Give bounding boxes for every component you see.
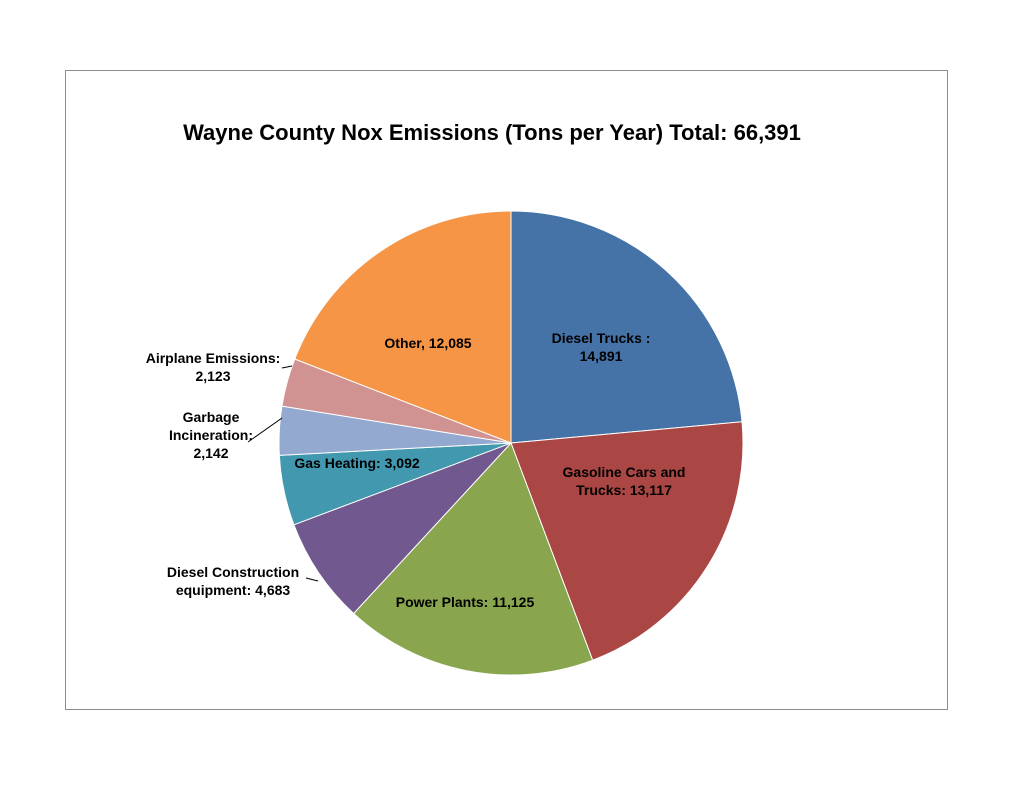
leader-line [281, 365, 293, 369]
slice-label: Garbage Incineration: 2,142 [169, 409, 253, 461]
pie-slice [293, 442, 512, 615]
slice-label: Gasoline Cars and Trucks: 13,117 [563, 464, 686, 498]
chart-title: Wayne County Nox Emissions (Tons per Yea… [183, 120, 801, 145]
leader-line [305, 577, 319, 582]
leader-line [247, 417, 283, 443]
slice-label: Gas Heating: 3,092 [294, 455, 419, 471]
pie-slice [294, 210, 512, 444]
slice-label: Diesel Construction equipment: 4,683 [167, 564, 299, 598]
pie-slice [510, 210, 743, 444]
slice-label: Power Plants: 11,125 [396, 594, 535, 610]
pie-slice [510, 421, 744, 661]
slice-label: Airplane Emissions: 2,123 [146, 350, 281, 384]
slice-label: Other, 12,085 [384, 335, 471, 351]
pie-slice [352, 442, 594, 676]
slice-label: Diesel Trucks :14,891 [552, 330, 651, 364]
